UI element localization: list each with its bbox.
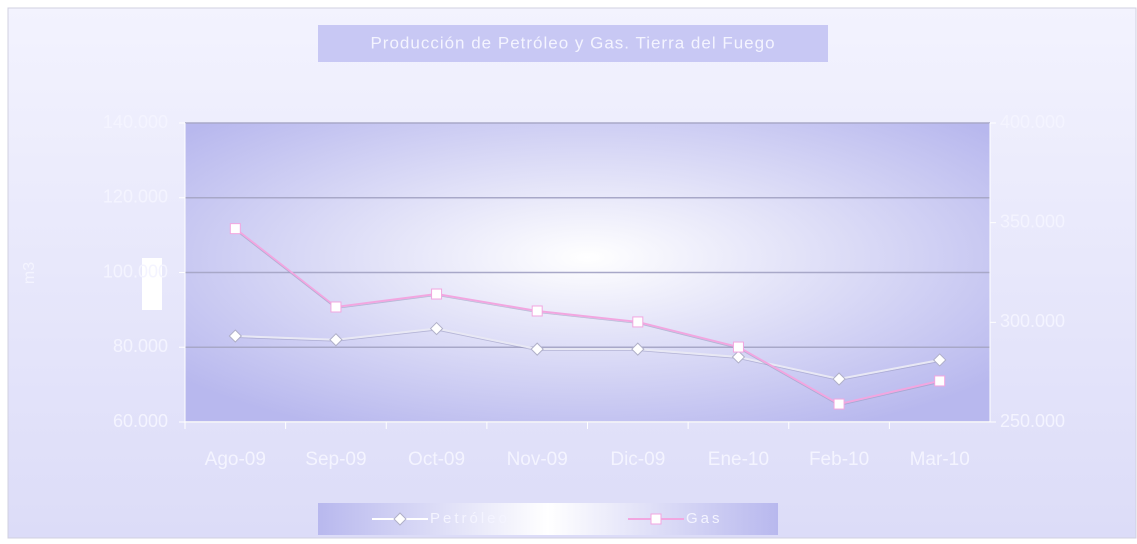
chart-title: Producción de Petróleo y Gas. Tierra del… bbox=[370, 33, 775, 52]
x-tick-label: Ago-09 bbox=[205, 449, 266, 470]
y-tick-label: 80.000 bbox=[113, 336, 168, 356]
point bbox=[329, 333, 343, 347]
legend-label: Gas bbox=[686, 510, 723, 527]
title-box bbox=[318, 25, 828, 62]
point bbox=[531, 305, 543, 317]
y-tick-label: 120.000 bbox=[103, 187, 168, 207]
y2-tick-label: 400.000 bbox=[1000, 112, 1065, 132]
y-tick-label: 60.000 bbox=[113, 411, 168, 431]
series-line-shade bbox=[235, 229, 940, 406]
point bbox=[731, 350, 746, 364]
y-tick-label: 140.000 bbox=[103, 112, 168, 132]
legend-label: Petróleo bbox=[430, 510, 510, 527]
x-tick-label: Mar-10 bbox=[910, 449, 970, 470]
point bbox=[229, 223, 241, 235]
point bbox=[732, 341, 744, 353]
y-axis-label: m3 bbox=[21, 262, 38, 284]
legend-marker bbox=[393, 512, 407, 526]
point bbox=[431, 288, 443, 300]
y2-tick-label: 300.000 bbox=[1000, 311, 1065, 331]
y2-tick-label: 350.000 bbox=[1000, 211, 1065, 231]
x-tick-label: Oct-09 bbox=[408, 449, 465, 470]
point bbox=[934, 375, 946, 387]
x-tick-label: Dic-09 bbox=[610, 449, 665, 470]
label-mask bbox=[142, 258, 162, 310]
point bbox=[330, 301, 342, 313]
x-tick-label: Feb-10 bbox=[809, 449, 869, 470]
x-tick-label: Sep-09 bbox=[305, 449, 366, 470]
series-line-shade bbox=[235, 329, 940, 381]
point bbox=[631, 342, 645, 356]
point bbox=[530, 342, 544, 356]
series-line bbox=[234, 227, 940, 406]
x-tick-label: Ene-10 bbox=[708, 449, 769, 470]
x-tick-label: Nov-09 bbox=[507, 449, 568, 470]
point bbox=[228, 329, 243, 343]
point bbox=[932, 353, 947, 367]
y2-tick-label: 250.000 bbox=[1000, 411, 1065, 431]
point bbox=[833, 398, 845, 410]
point bbox=[632, 316, 644, 328]
point bbox=[429, 321, 444, 336]
series-line bbox=[235, 327, 940, 381]
y-tick-label: 100.000 bbox=[103, 261, 168, 281]
legend-marker bbox=[650, 513, 662, 525]
point bbox=[832, 372, 846, 386]
